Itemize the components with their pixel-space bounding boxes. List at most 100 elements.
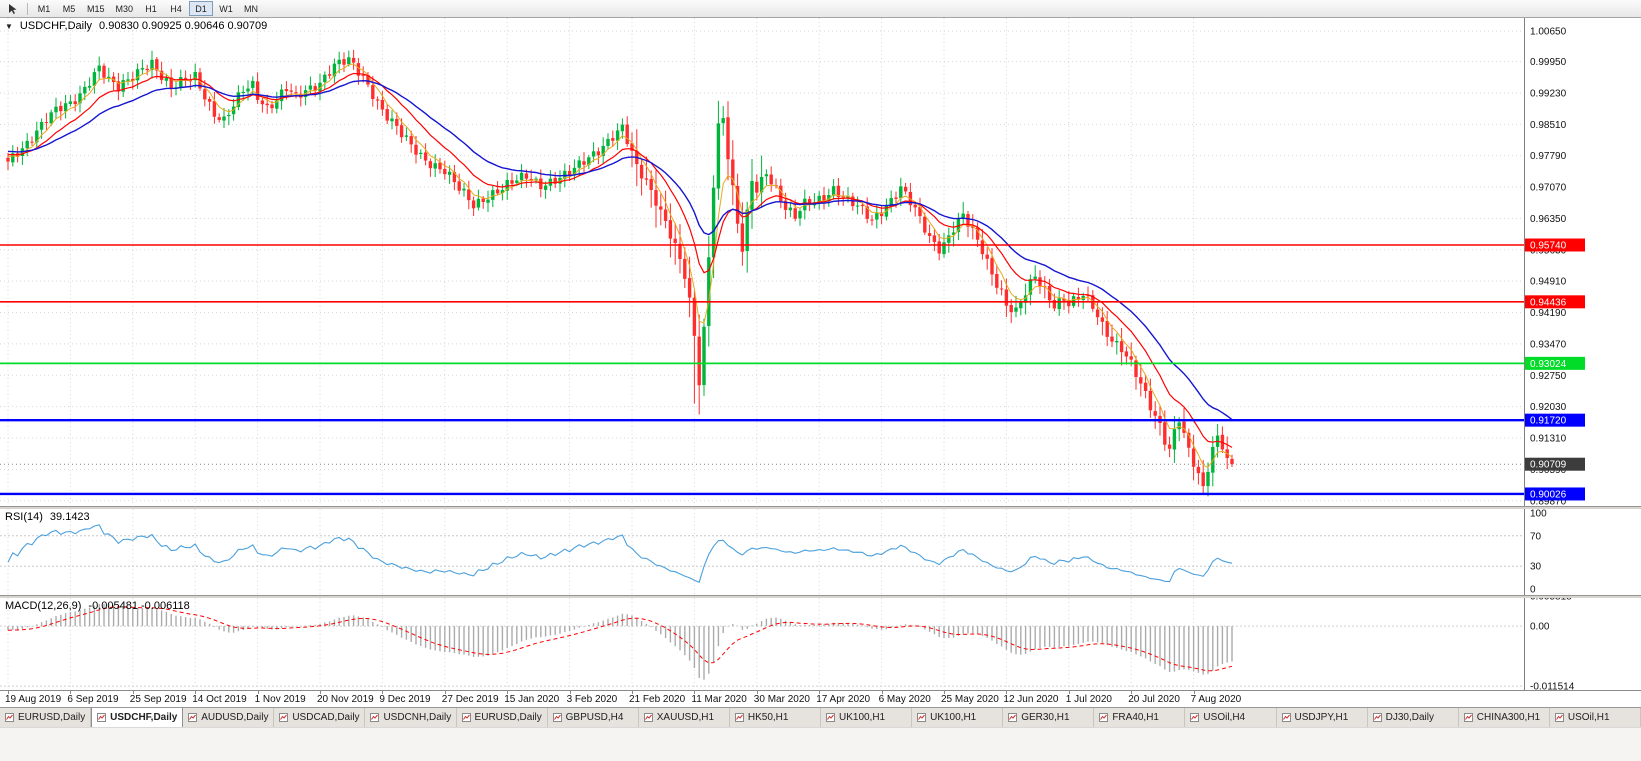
tab-chart-icon <box>1008 713 1018 722</box>
chart-symbol-label: USDCHF,Daily <box>19 20 93 32</box>
tab-chart-icon <box>5 713 14 722</box>
rsi-line-layer <box>7 524 1233 583</box>
chart-tab-uk100-h1[interactable]: UK100,H1 <box>820 708 913 727</box>
chart-tab-usdjpy-h1[interactable]: USDJPY,H1 <box>1276 708 1368 727</box>
svg-text:0.90026: 0.90026 <box>1530 489 1567 500</box>
timeframe-button-h4[interactable]: H4 <box>170 3 182 14</box>
time-axis-label: 21 Feb 2020 <box>629 694 686 705</box>
macd-histogram-layer <box>7 603 1233 680</box>
macd-signal-layer <box>7 606 1233 672</box>
time-axis-label: 9 Dec 2019 <box>379 694 431 705</box>
grid-layer <box>0 18 1524 506</box>
time-axis-tick <box>632 691 633 694</box>
time-axis-label: 25 Sep 2019 <box>129 694 187 705</box>
chart-tab-label: GBPUSD,H4 <box>565 712 624 723</box>
panel-divider[interactable] <box>0 506 1641 509</box>
panel-divider[interactable] <box>0 595 1641 598</box>
chart-tab-fra40-h1[interactable]: FRA40,H1 <box>1094 708 1186 727</box>
svg-text:0.005818: 0.005818 <box>1530 598 1572 602</box>
chart-tab-usoil-h1[interactable]: USOil,H1 <box>1549 708 1641 727</box>
svg-text:0.00: 0.00 <box>1530 622 1550 633</box>
rsi-indicator-panel: 100 70 30 0 RSI(14) 39.1423 <box>0 509 1641 595</box>
macd-indicator-label: MACD(12,26,9) <box>5 600 82 612</box>
chart-tab-label: USOil,H1 <box>1567 712 1610 723</box>
chart-tab-label: HK50,H1 <box>747 712 789 723</box>
time-axis-label: 11 Mar 2020 <box>691 694 747 705</box>
timeframe-button-w1[interactable]: W1 <box>219 3 233 14</box>
svg-text:0.96350: 0.96350 <box>1530 214 1567 225</box>
candles-layer[interactable] <box>6 49 1234 497</box>
chart-tab-label: USDJPY,H1 <box>1294 712 1349 723</box>
chart-tab-audusd-daily[interactable]: AUDUSD,Daily <box>183 708 275 727</box>
time-axis-label: 30 Mar 2020 <box>753 694 810 705</box>
svg-text:0.95740: 0.95740 <box>1530 241 1567 252</box>
chart-tab-label: USDCHF,Daily <box>110 712 178 723</box>
timeframe-button-h1[interactable]: H1 <box>145 3 157 14</box>
chart-tab-ger30-h1[interactable]: GER30,H1 <box>1003 708 1095 727</box>
chart-tab-uk100-h1[interactable]: UK100,H1 <box>912 708 1004 727</box>
time-axis-tick <box>132 691 134 694</box>
time-axis-label: 27 Dec 2019 <box>441 694 499 705</box>
chart-tab-china300-h1[interactable]: CHINA300,H1 <box>1458 708 1550 727</box>
macd-axis[interactable]: 0.005818 0.00 -0.011514 <box>1524 598 1575 690</box>
chart-tab-eurusd-daily[interactable]: EURUSD,Daily <box>0 708 92 727</box>
timeframe-button-d1[interactable]: D1 <box>189 1 214 16</box>
svg-text:0.99950: 0.99950 <box>1530 57 1567 68</box>
svg-text:0.89870: 0.89870 <box>1530 496 1567 506</box>
chart-tab-hk50-h1[interactable]: HK50,H1 <box>729 708 821 727</box>
rsi-chart-svg[interactable]: 100 70 30 0 <box>0 509 1641 595</box>
timeframe-button-m30[interactable]: M30 <box>115 3 134 14</box>
chart-tab-usdcad-daily[interactable]: USDCAD,Daily <box>274 708 366 727</box>
svg-text:0: 0 <box>1530 585 1536 596</box>
rsi-indicator-label: RSI(14) <box>5 511 43 523</box>
time-axis-tick <box>382 691 384 694</box>
macd-header: MACD(12,26,9) -0.005481 -0.006118 <box>5 600 190 612</box>
main-chart-svg[interactable]: 1.00650 0.99950 0.99230 0.98510 0.97790 0.970… <box>0 18 1641 506</box>
time-axis-tick <box>320 691 321 694</box>
chart-tab-gbpusd-h4[interactable]: GBPUSD,H4 <box>547 708 639 727</box>
rsi-header: RSI(14) 39.1423 <box>5 511 90 523</box>
time-axis-label: 12 Jun 2020 <box>1003 694 1059 705</box>
tab-chart-icon <box>1372 713 1382 722</box>
timeframe-button-m5[interactable]: M5 <box>62 3 76 14</box>
price-chart-panel: 1.00650 0.99950 0.99230 0.98510 0.97790 0.970… <box>0 18 1641 506</box>
time-axis[interactable]: 19 Aug 2019 6 Sep 2019 25 Sep 2019 14 Oct 2… <box>0 690 1641 707</box>
cursor-tool-icon[interactable] <box>3 1 23 16</box>
chart-tab-label: UK100,H1 <box>930 712 977 723</box>
chart-tab-label: UK100,H1 <box>838 712 886 723</box>
macd-chart-svg[interactable]: 0.005818 0.00 -0.011514 <box>0 598 1641 690</box>
svg-text:70: 70 <box>1530 531 1542 542</box>
time-axis-label: 25 May 2020 <box>941 694 999 705</box>
svg-text:1.00650: 1.00650 <box>1530 27 1567 38</box>
chart-tab-label: GER30,H1 <box>1021 712 1070 723</box>
tab-chart-icon <box>1463 713 1473 722</box>
svg-text:0.99230: 0.99230 <box>1530 88 1567 99</box>
horizontal-lines-layer[interactable] <box>0 244 1524 496</box>
chart-tab-usdchf-daily[interactable]: USDCHF,Daily <box>91 708 184 727</box>
chart-tab-eurusd-daily[interactable]: EURUSD,Daily <box>456 708 548 727</box>
rsi-axis[interactable]: 100 70 30 0 <box>1524 509 1548 596</box>
svg-text:0.97070: 0.97070 <box>1530 183 1567 194</box>
timeframe-button-m15[interactable]: M15 <box>87 3 105 14</box>
chart-tab-xauusd-h1[interactable]: XAUUSD,H1 <box>638 708 730 727</box>
svg-text:0.91310: 0.91310 <box>1530 434 1567 445</box>
chart-tab-label: AUDUSD,Daily <box>201 712 269 723</box>
chart-region: 1.00650 0.99950 0.99230 0.98510 0.97790 0.970… <box>0 18 1641 707</box>
time-axis-tick <box>8 691 9 694</box>
svg-text:0.94910: 0.94910 <box>1530 277 1567 288</box>
time-axis-tick <box>444 691 446 694</box>
tab-chart-icon <box>825 713 835 722</box>
time-axis-label: 7 Aug 2020 <box>1190 694 1242 705</box>
chart-tab-usoil-h4[interactable]: USOil,H4 <box>1185 708 1277 727</box>
chart-tab-dj30-daily[interactable]: DJ30,Daily <box>1367 708 1459 727</box>
price-axis[interactable]: 1.00650 0.99950 0.99230 0.98510 0.97790 0.970… <box>1524 18 1586 506</box>
collapse-panel-icon[interactable]: ▼ <box>5 21 13 31</box>
tab-chart-icon <box>370 713 380 722</box>
chart-tab-label: USDCNH,Daily <box>383 712 452 723</box>
timeframe-button-m1[interactable]: M1 <box>37 3 51 14</box>
chart-tab-usdcnh-daily[interactable]: USDCNH,Daily <box>365 708 457 727</box>
time-axis-tick <box>507 691 509 694</box>
timeframe-button-mn[interactable]: MN <box>244 3 259 14</box>
time-axis-tick <box>1193 691 1195 694</box>
